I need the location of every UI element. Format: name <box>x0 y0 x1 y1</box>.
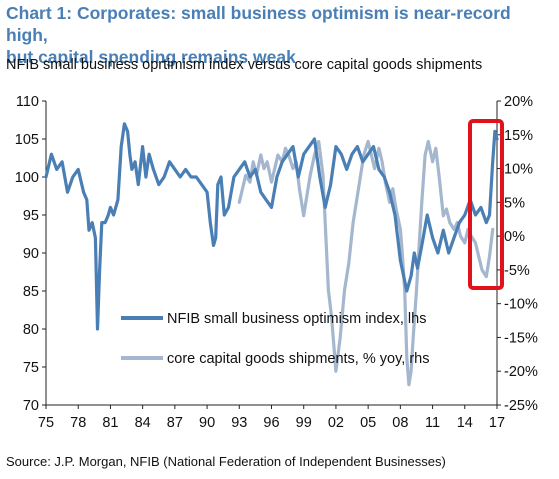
x-tick-label: 99 <box>296 415 312 431</box>
y-right-tick-label: -15% <box>504 330 538 346</box>
x-tick-label: 78 <box>70 415 86 431</box>
y-right-tick-label: 15% <box>504 128 533 144</box>
y-right-tick-label: -25% <box>504 398 538 414</box>
y-left-tick-label: 110 <box>16 94 39 110</box>
chart-subtitle: NFIB small business oprtimism index vers… <box>6 57 483 73</box>
x-tick-label: 05 <box>360 415 376 431</box>
x-tick-label: 11 <box>425 415 440 431</box>
x-tick-label: 93 <box>231 415 247 431</box>
source-note: Source: J.P. Morgan, NFIB (National Fede… <box>6 454 446 469</box>
y-left-tick-label: 100 <box>15 170 39 186</box>
x-tick-label: 02 <box>328 415 344 431</box>
chart-title: Chart 1: Corporates: small business opti… <box>6 2 554 68</box>
x-tick-label: 84 <box>135 415 151 431</box>
y-right-tick-label: 0% <box>504 229 525 245</box>
y-left-tick-label: 75 <box>23 360 39 376</box>
legend-label-nfib: NFIB small business optimism index, lhs <box>167 311 426 327</box>
y-left-tick-label: 95 <box>23 208 39 224</box>
series-line-nfib <box>44 122 499 331</box>
x-tick-label: 14 <box>457 415 473 431</box>
x-tick-label: 90 <box>199 415 215 431</box>
legend-label-capital-goods: core capital goods shipments, % yoy, rhs <box>167 351 429 367</box>
y-right-tick-label: -5% <box>504 263 530 279</box>
chart-title-line2: but capital spending remains weak <box>6 47 296 67</box>
x-tick-label: 87 <box>167 415 183 431</box>
y-left-tick-label: 90 <box>23 246 39 262</box>
y-right-tick-label: -20% <box>504 364 538 380</box>
x-tick-label: 81 <box>102 415 118 431</box>
y-right-tick-label: 5% <box>504 195 525 211</box>
y-left-tick-label: 80 <box>23 322 39 338</box>
highlight-box <box>468 119 504 290</box>
x-tick-label: 17 <box>489 415 505 431</box>
y-right-tick-label: 20% <box>504 94 533 110</box>
x-tick-label: 75 <box>38 415 54 431</box>
x-tick-label: 08 <box>392 415 408 431</box>
y-left-tick-label: 85 <box>23 284 39 300</box>
y-left-tick-label: 70 <box>23 398 39 414</box>
y-right-tick-label: 10% <box>504 162 533 178</box>
y-right-tick-label: -10% <box>504 297 538 313</box>
chart-title-line1: Chart 1: Corporates: small business opti… <box>6 3 511 45</box>
x-tick-label: 96 <box>263 415 279 431</box>
y-left-tick-label: 105 <box>15 132 39 148</box>
